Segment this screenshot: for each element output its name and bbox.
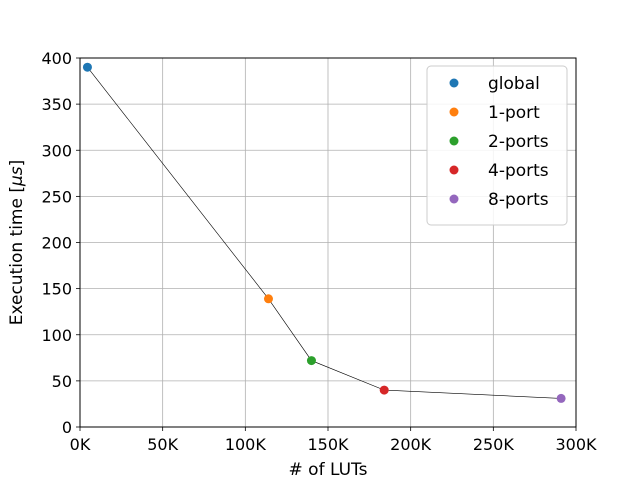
ticks — [76, 57, 577, 431]
x-tick-label: 300K — [555, 435, 597, 454]
x-tick-label: 0K — [70, 435, 91, 454]
legend-box — [426, 65, 568, 226]
data-point-4-ports — [379, 385, 389, 395]
legend-label-4-ports: 4-ports — [488, 161, 549, 181]
legend-label-2-ports: 2-ports — [488, 132, 549, 152]
y-tick-label: 200 — [41, 234, 72, 253]
legend-marker-4-ports — [449, 165, 459, 175]
data-point-8-ports — [556, 393, 566, 403]
data-point-1-port — [263, 294, 273, 304]
legend-label-1-port: 1-port — [488, 103, 540, 123]
y-tick-label: 0 — [62, 418, 72, 437]
data-points — [82, 62, 566, 403]
y-axis-label-suffix: ] — [7, 160, 27, 167]
y-axis-label: Execution time [μs] — [7, 160, 27, 326]
y-tick-label: 100 — [41, 326, 72, 345]
x-tick-labels: 0K 50K 100K 150K 200K 250K 300K — [70, 435, 597, 454]
legend-label-8-ports: 8-ports — [488, 190, 549, 210]
legend-marker-2-ports — [449, 136, 459, 146]
legend-marker-global — [449, 78, 459, 88]
x-axis-label: # of LUTs — [289, 460, 368, 480]
data-point-global — [82, 62, 92, 72]
y-tick-label: 150 — [41, 280, 72, 299]
x-tick-label: 250K — [473, 435, 515, 454]
legend-marker-1-port — [449, 107, 459, 117]
data-point-2-ports — [306, 356, 316, 366]
y-tick-label: 350 — [41, 95, 72, 114]
y-tick-label: 50 — [52, 372, 72, 391]
y-tick-labels: 0 50 100 150 200 250 300 350 400 — [41, 49, 72, 437]
legend: global 1-port 2-ports 4-ports 8-ports — [426, 65, 568, 226]
y-tick-label: 400 — [41, 49, 72, 68]
x-tick-label: 100K — [225, 435, 267, 454]
y-axis-label-prefix: Execution time [ — [7, 186, 27, 325]
legend-label-global: global — [488, 74, 540, 94]
y-tick-label: 250 — [41, 187, 72, 206]
y-axis-label-unit: μs — [7, 166, 27, 187]
x-tick-label: 150K — [307, 435, 349, 454]
legend-marker-8-ports — [449, 194, 459, 204]
x-tick-label: 50K — [147, 435, 178, 454]
x-tick-label: 200K — [390, 435, 432, 454]
y-tick-label: 300 — [41, 141, 72, 160]
